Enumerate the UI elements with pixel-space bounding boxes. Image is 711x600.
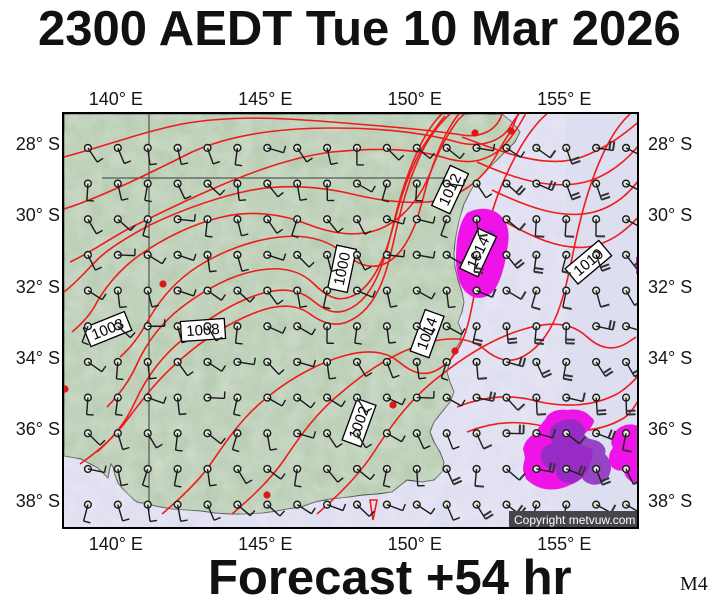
svg-text:1008: 1008 [186,321,220,340]
svg-text:Copyright metvuw.com: Copyright metvuw.com [514,513,635,527]
